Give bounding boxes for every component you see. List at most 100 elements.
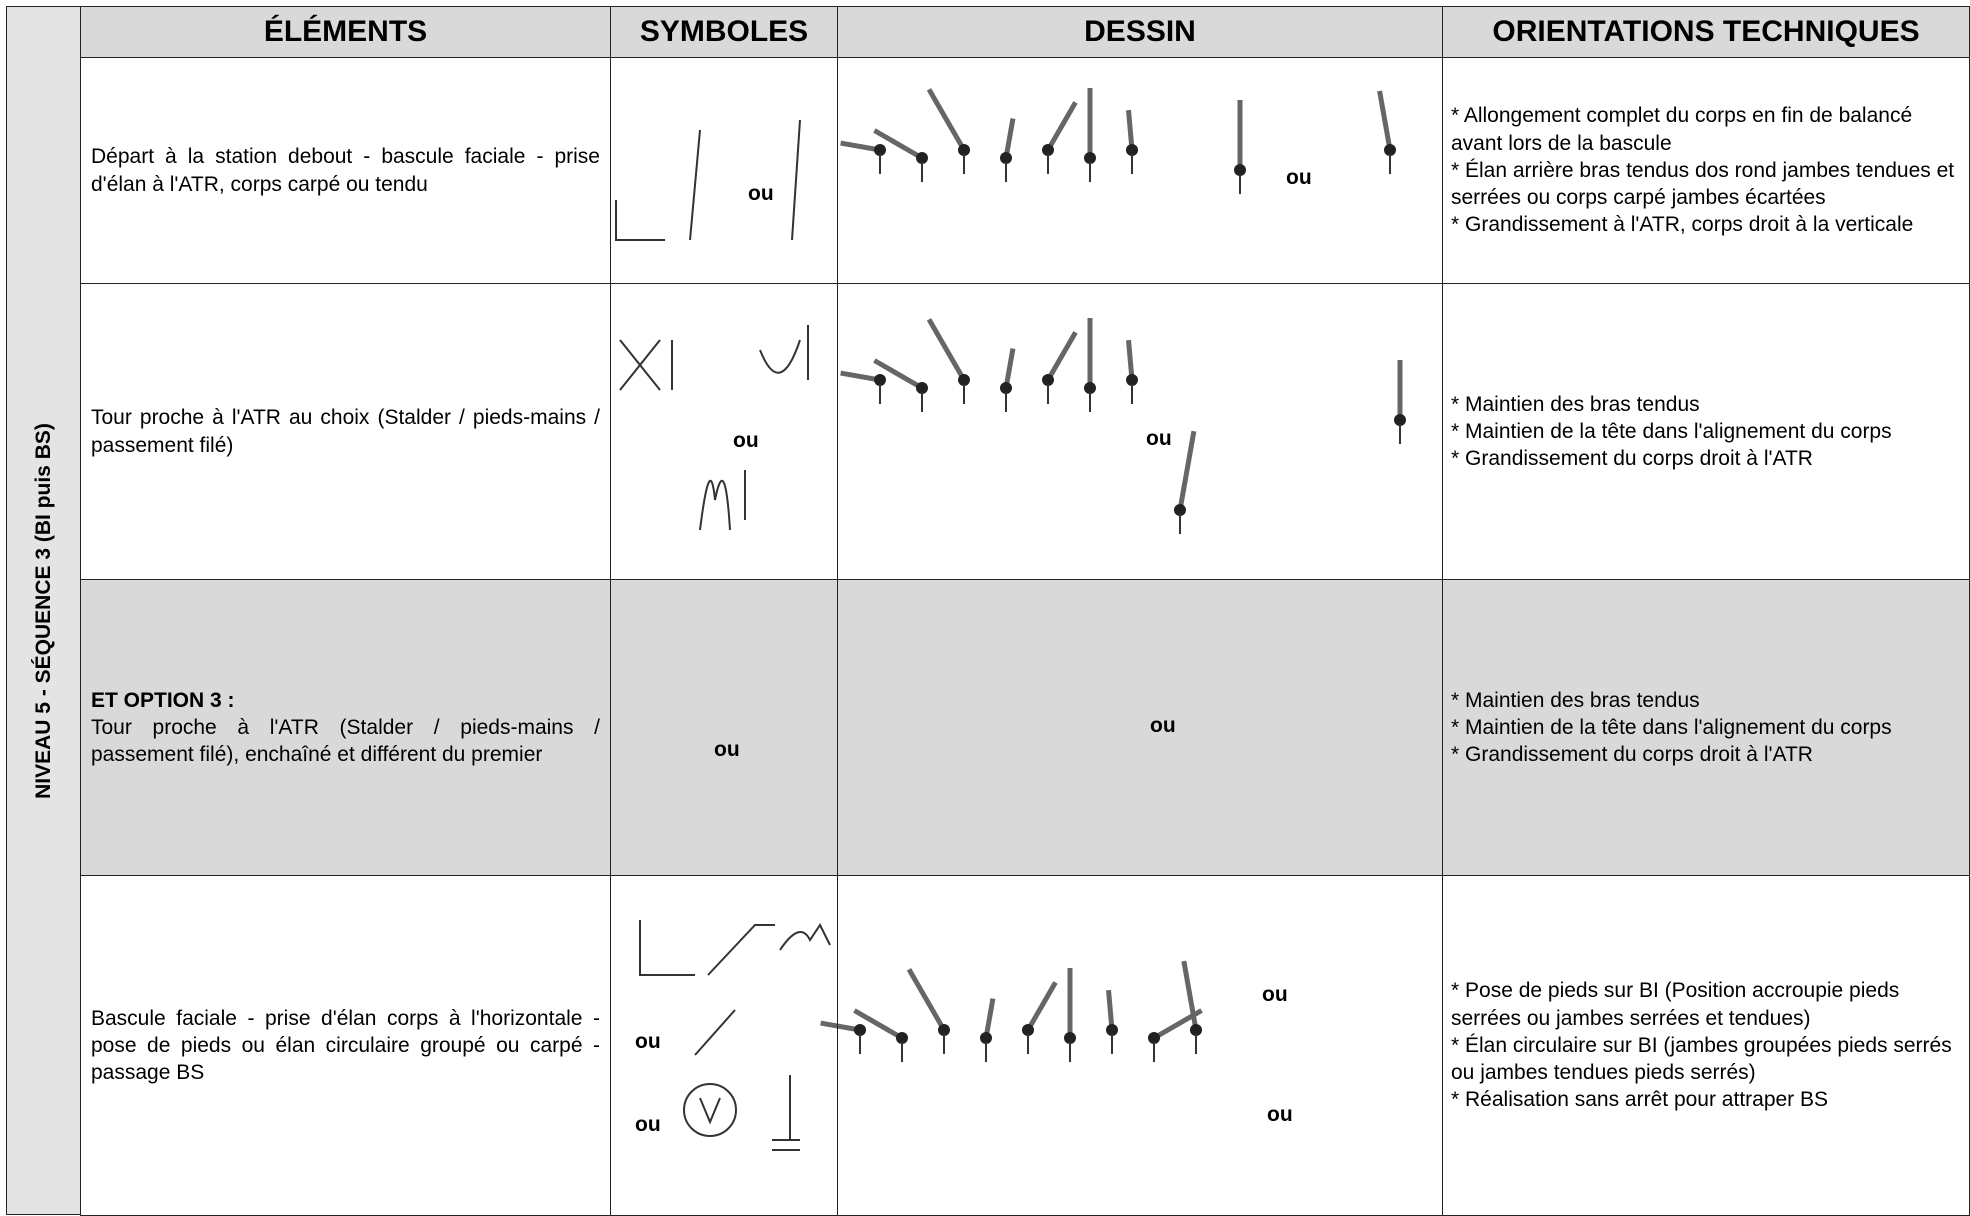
orientation-cell: * Pose de pieds sur BI (Position accroup… <box>1442 875 1970 1216</box>
orientation-cell: * Allongement complet du corps en fin de… <box>1442 57 1970 284</box>
sketch <box>1003 118 1016 159</box>
element-cell: Tour proche à l'ATR au choix (Stalder / … <box>80 283 611 580</box>
symbol-cell: ou ou <box>610 875 838 1216</box>
sketch <box>694 1009 736 1056</box>
sketch <box>615 200 665 241</box>
sketch <box>874 144 886 156</box>
sketch <box>1022 1024 1034 1036</box>
sketch <box>699 1097 721 1125</box>
sketch <box>699 479 731 531</box>
sketch <box>874 374 886 386</box>
sketch <box>1064 1032 1076 1044</box>
sketch <box>683 1083 737 1137</box>
orientation-item: * Pose de pieds sur BI (Position accroup… <box>1451 979 1900 1030</box>
sketch <box>1045 331 1078 382</box>
orientation-item: * Maintien de la tête dans l'alignement … <box>1451 715 1892 739</box>
separator: ou <box>748 182 774 205</box>
sketch <box>791 119 801 241</box>
symbol-cell: ou <box>610 579 838 876</box>
sketch <box>1126 144 1138 156</box>
separator: ou <box>635 1030 661 1053</box>
element-text: Tour proche à l'ATR au choix (Stalder / … <box>91 406 600 457</box>
sketch <box>873 358 924 391</box>
sketch <box>1181 960 1199 1031</box>
sketch <box>926 318 967 382</box>
orientation-item: * Élan arrière bras tendus dos rond jamb… <box>1451 158 1955 210</box>
separator: ou <box>733 429 759 452</box>
element-cell: Départ à la station debout - bascule fac… <box>80 57 611 284</box>
header-cell: SYMBOLES <box>610 6 838 58</box>
separator: ou <box>1262 983 1288 1006</box>
separator: ou <box>714 738 740 761</box>
header-cell: ÉLÉMENTS <box>80 6 611 58</box>
separator: ou <box>1146 427 1172 450</box>
sketch <box>916 152 928 164</box>
element-text: Départ à la station debout - bascule fac… <box>91 145 600 196</box>
sketch <box>1190 1024 1202 1036</box>
sketch <box>1394 414 1406 426</box>
sketch <box>1042 374 1054 386</box>
orientation-item: * Maintien de la tête dans l'alignement … <box>1451 419 1892 443</box>
sketch <box>1126 339 1135 381</box>
sketch <box>1084 152 1096 164</box>
sketch <box>1003 348 1016 389</box>
sketch <box>1106 989 1115 1031</box>
drawing-cell: ou <box>837 57 1443 284</box>
element-text: Bascule faciale - prise d'élan corps à l… <box>91 1006 600 1085</box>
orientation-item: * Grandissement du corps droit à l'ATR <box>1451 743 1813 767</box>
sketch <box>1084 382 1096 394</box>
element-heading: ET OPTION 3 : <box>91 688 235 712</box>
sketch <box>1045 101 1078 152</box>
sketch <box>1174 504 1186 516</box>
separator: ou <box>1267 1103 1293 1126</box>
orientation-item: * Maintien des bras tendus <box>1451 392 1700 416</box>
sketch <box>820 1020 861 1033</box>
sketch <box>958 144 970 156</box>
orientation-item: * Grandissement du corps droit à l'ATR <box>1451 447 1813 471</box>
element-cell: ET OPTION 3 : Tour proche à l'ATR (Stalde… <box>80 579 611 876</box>
orientation-item: * Maintien des bras tendus <box>1451 688 1700 712</box>
sketch <box>854 1024 866 1036</box>
sketch <box>619 339 661 391</box>
sketch <box>1377 90 1393 151</box>
sketch <box>958 374 970 386</box>
element-cell: Bascule faciale - prise d'élan corps à l… <box>80 875 611 1216</box>
sketch <box>896 1032 908 1044</box>
sketch <box>1025 981 1058 1032</box>
orientation-item: * Grandissement à l'ATR, corps droit à l… <box>1451 213 1914 237</box>
sketch <box>916 382 928 394</box>
sketch <box>1126 374 1138 386</box>
sketch <box>759 339 801 374</box>
symbol-cell: ou <box>610 57 838 284</box>
sketch <box>906 968 947 1032</box>
orientation-item: * Allongement complet du corps en fin de… <box>1451 104 1913 155</box>
sketch <box>1000 152 1012 164</box>
sketch <box>980 1032 992 1044</box>
drawing-cell: ou ou <box>837 875 1443 1216</box>
sketch <box>983 998 996 1039</box>
separator: ou <box>635 1113 661 1136</box>
orientation-cell: * Maintien des bras tendus * Maintien de … <box>1442 579 1970 876</box>
sketch <box>1177 430 1197 511</box>
sketch <box>1126 109 1135 151</box>
orientation-item: * Réalisation sans arrêt pour attraper B… <box>1451 1088 1829 1112</box>
sketch <box>840 140 881 153</box>
sketch <box>707 924 775 976</box>
sketch <box>689 129 701 241</box>
sketch <box>1106 1024 1118 1036</box>
sketch <box>1042 144 1054 156</box>
sketch <box>1234 164 1246 176</box>
drawing-cell: ou <box>837 579 1443 876</box>
sketch <box>873 128 924 161</box>
sketch <box>840 370 881 383</box>
orientation-cell: * Maintien des bras tendus * Maintien de … <box>1442 283 1970 580</box>
sketch <box>1148 1032 1160 1044</box>
sketch <box>938 1024 950 1036</box>
drawing-cell: ou <box>837 283 1443 580</box>
sketch <box>779 923 831 951</box>
separator: ou <box>1150 714 1176 737</box>
sketch <box>853 1008 904 1041</box>
sketch <box>1384 144 1396 156</box>
symbol-cell: ou <box>610 283 838 580</box>
